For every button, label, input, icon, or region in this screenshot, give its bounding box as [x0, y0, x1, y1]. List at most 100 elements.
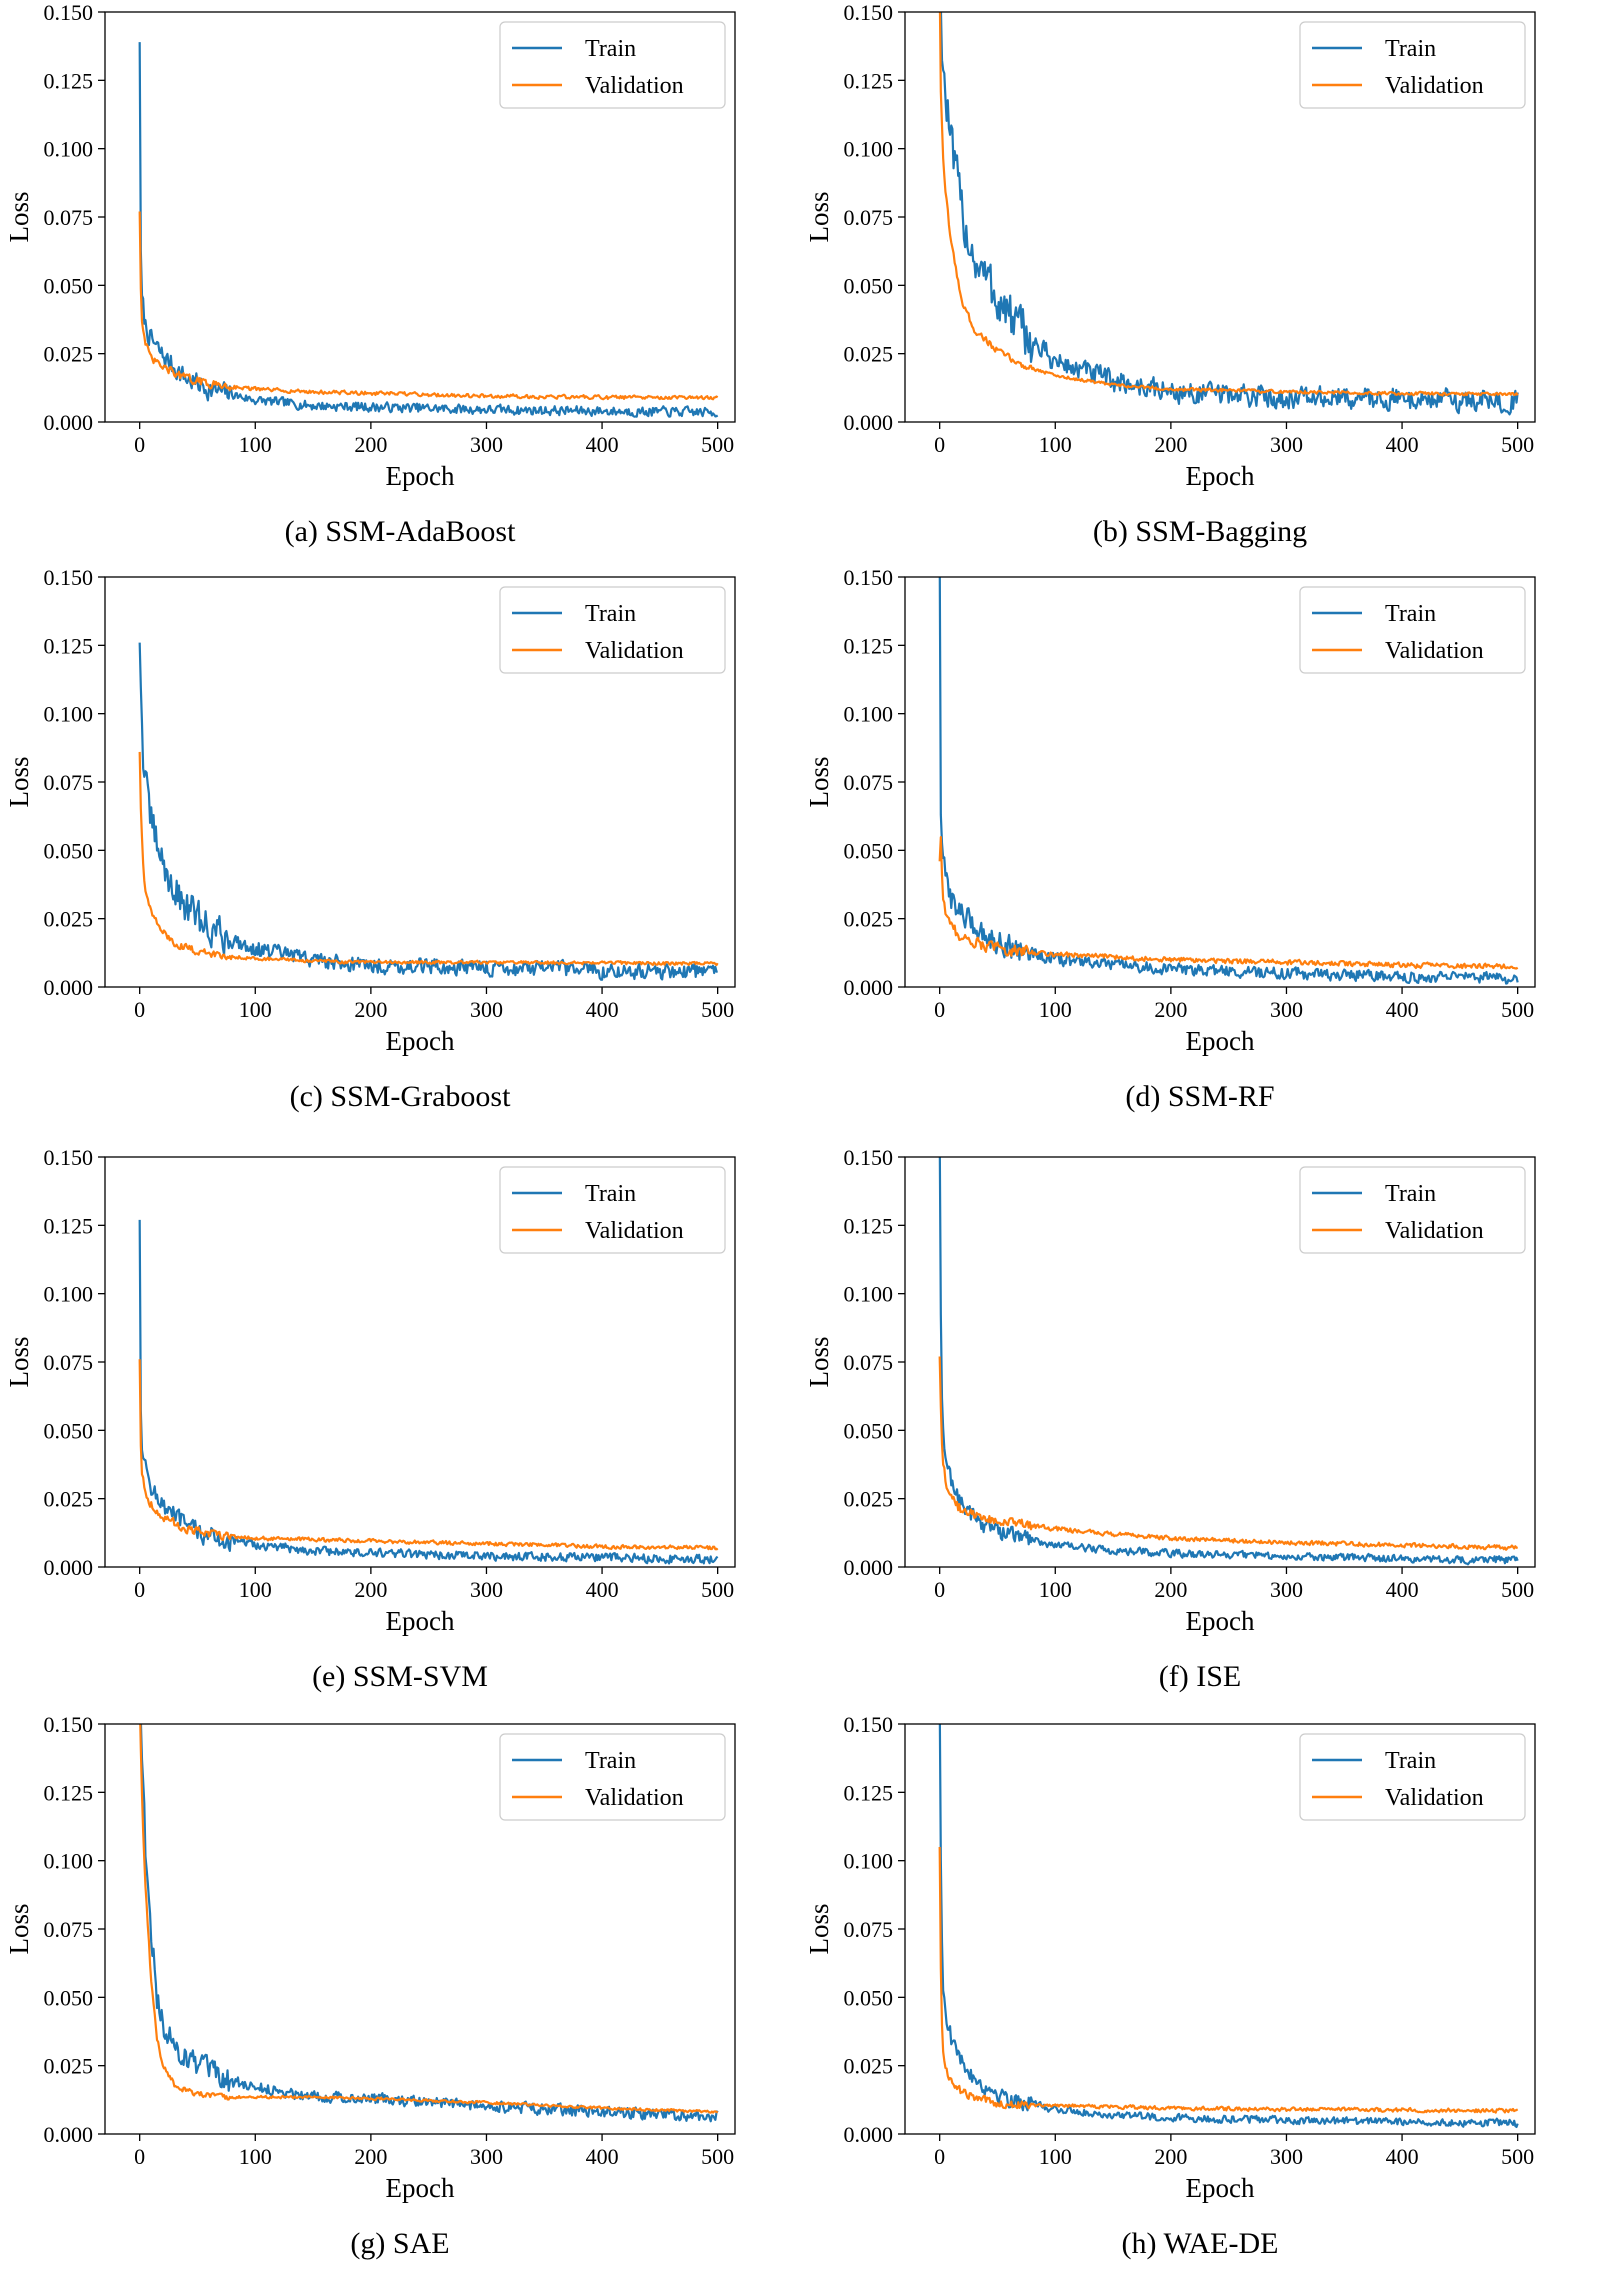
- y-tick-label: 0.025: [844, 2054, 894, 2079]
- y-tick-label: 0.100: [44, 137, 94, 162]
- panel-caption: (e) SSM-SVM: [312, 1660, 488, 1693]
- y-tick-label: 0.050: [844, 838, 894, 863]
- x-tick-label: 500: [701, 997, 734, 1022]
- x-tick-label: 500: [1501, 1577, 1534, 1602]
- x-axis-label: Epoch: [386, 1606, 455, 1636]
- legend-box: [499, 1166, 726, 1254]
- y-tick-label: 0.075: [844, 770, 894, 795]
- y-tick-label: 0.150: [844, 565, 894, 590]
- y-tick-label: 0.000: [844, 975, 894, 1000]
- x-tick-label: 0: [934, 997, 945, 1022]
- x-tick-label: 300: [470, 997, 503, 1022]
- y-tick-label: 0.050: [44, 838, 94, 863]
- legend-box: [1299, 21, 1526, 109]
- y-tick-label: 0.000: [44, 1555, 94, 1580]
- legend-box: [499, 1733, 726, 1821]
- x-tick-label: 100: [239, 432, 272, 457]
- series-line-validation: [138, 1359, 719, 1551]
- x-tick-label: 100: [1039, 997, 1072, 1022]
- y-axis-label: Loss: [4, 191, 34, 242]
- series-line-train: [938, 1157, 1519, 1566]
- legend: Train Validation: [1299, 586, 1526, 674]
- y-tick-label: 0.075: [844, 1917, 894, 1942]
- legend-label-train: Train: [585, 36, 636, 62]
- x-tick-label: 400: [1386, 997, 1419, 1022]
- x-tick-label: 400: [586, 432, 619, 457]
- panel-caption: (d) SSM-RF: [1125, 1080, 1275, 1113]
- legend-box: [1299, 1166, 1526, 1254]
- y-tick-label: 0.075: [44, 770, 94, 795]
- x-tick-label: 0: [134, 997, 145, 1022]
- y-tick-label: 0.100: [44, 1282, 94, 1307]
- x-tick-label: 300: [1270, 1577, 1303, 1602]
- chart-h: 0 100 200 300 400 500 0.000 0.025 0.050 0.075 0.10…: [804, 1712, 1536, 2203]
- x-tick-label: 200: [1154, 432, 1187, 457]
- x-tick-label: 200: [354, 2144, 387, 2169]
- y-tick-label: 0.125: [44, 68, 94, 93]
- legend: Train Validation: [1299, 1733, 1526, 1821]
- x-tick-label: 300: [1270, 2144, 1303, 2169]
- x-tick-label: 100: [239, 2144, 272, 2169]
- y-tick-label: 0.000: [844, 1555, 894, 1580]
- y-tick-label: 0.100: [844, 702, 894, 727]
- series-group: [938, 1724, 1519, 2129]
- x-axis-label: Epoch: [1186, 461, 1255, 491]
- x-tick-label: 400: [1386, 1577, 1419, 1602]
- y-tick-label: 0.050: [44, 1418, 94, 1443]
- x-tick-label: 200: [1154, 997, 1187, 1022]
- y-tick-label: 0.000: [844, 2122, 894, 2147]
- chart-e: 0 100 200 300 400 500 0.000 0.025 0.050 0.075 0.10…: [4, 1145, 736, 1636]
- x-tick-label: 0: [934, 2144, 945, 2169]
- x-tick-label: 400: [586, 1577, 619, 1602]
- y-tick-label: 0.025: [844, 342, 894, 367]
- y-axis-label: Loss: [804, 756, 834, 807]
- y-axis-label: Loss: [804, 1903, 834, 1954]
- y-axis-label: Loss: [804, 191, 834, 242]
- y-tick-label: 0.100: [44, 702, 94, 727]
- chart-a: 0 100 200 300 400 500 0.000 0.025 0.050 0.075 0.10…: [4, 0, 736, 491]
- y-tick-label: 0.050: [844, 273, 894, 298]
- x-tick-label: 400: [1386, 432, 1419, 457]
- y-tick-label: 0.075: [44, 205, 94, 230]
- series-group: [139, 1724, 719, 2123]
- x-tick-label: 500: [701, 1577, 734, 1602]
- chart-d: 0 100 200 300 400 500 0.000 0.025 0.050 0.075 0.10…: [804, 565, 1536, 1056]
- series-line-validation: [938, 1846, 1519, 2114]
- y-tick-label: 0.075: [44, 1350, 94, 1375]
- y-tick-label: 0.075: [844, 205, 894, 230]
- y-tick-label: 0.150: [44, 1712, 94, 1737]
- x-tick-label: 500: [701, 432, 734, 457]
- y-tick-label: 0.100: [844, 1849, 894, 1874]
- legend-label-validation: Validation: [585, 1218, 684, 1244]
- legend: Train Validation: [499, 1166, 726, 1254]
- y-tick-label: 0.050: [44, 1985, 94, 2010]
- legend-label-train: Train: [585, 1748, 636, 1774]
- x-tick-label: 400: [586, 2144, 619, 2169]
- y-tick-label: 0.000: [44, 2122, 94, 2147]
- panel-caption: (c) SSM-Graboost: [289, 1080, 511, 1113]
- y-tick-label: 0.000: [44, 975, 94, 1000]
- x-tick-label: 0: [134, 2144, 145, 2169]
- y-tick-label: 0.025: [844, 1487, 894, 1512]
- y-tick-label: 0.150: [44, 565, 94, 590]
- legend-label-validation: Validation: [1385, 638, 1484, 664]
- y-tick-label: 0.050: [844, 1985, 894, 2010]
- y-tick-label: 0.125: [44, 633, 94, 658]
- legend-label-validation: Validation: [585, 638, 684, 664]
- y-tick-label: 0.125: [44, 1213, 94, 1238]
- y-axis-label: Loss: [4, 1903, 34, 1954]
- x-tick-label: 500: [1501, 432, 1534, 457]
- series-group: [938, 577, 1519, 985]
- legend-label-train: Train: [1385, 1181, 1436, 1207]
- y-tick-label: 0.150: [844, 1712, 894, 1737]
- x-tick-label: 500: [701, 2144, 734, 2169]
- x-tick-label: 100: [239, 1577, 272, 1602]
- x-tick-label: 0: [134, 1577, 145, 1602]
- y-tick-label: 0.025: [44, 907, 94, 932]
- x-tick-label: 300: [470, 1577, 503, 1602]
- x-tick-label: 0: [934, 1577, 945, 1602]
- legend-label-validation: Validation: [1385, 73, 1484, 99]
- legend-label-validation: Validation: [1385, 1785, 1484, 1811]
- x-tick-label: 300: [1270, 997, 1303, 1022]
- legend-box: [499, 21, 726, 109]
